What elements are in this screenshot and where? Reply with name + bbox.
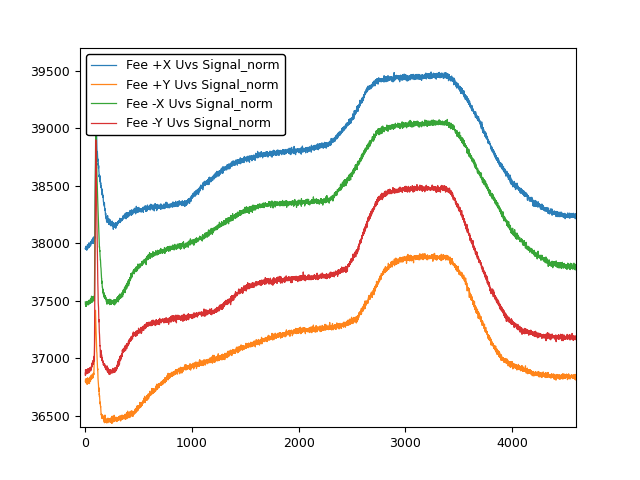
Fee -Y Uvs Signal_norm [92, 137, 100, 143]
Fee +X Uvs Signal_norm [572, 213, 579, 218]
Fee +Y Uvs Signal_norm [572, 376, 579, 382]
Line: Fee -X Uvs Signal_norm: Fee -X Uvs Signal_norm [85, 117, 576, 306]
Fee -Y Uvs Signal_norm [572, 334, 579, 339]
Fee -Y Uvs Signal_norm [207, 308, 214, 314]
Fee +X Uvs Signal_norm [120, 214, 127, 220]
Fee +Y Uvs Signal_norm [343, 319, 351, 325]
Fee +X Uvs Signal_norm [83, 247, 91, 253]
Fee +Y Uvs Signal_norm [211, 355, 218, 360]
Fee -X Uvs Signal_norm [572, 267, 580, 273]
Fee -Y Uvs Signal_norm [120, 349, 127, 355]
Fee -Y Uvs Signal_norm [343, 269, 351, 275]
Line: Fee +X Uvs Signal_norm: Fee +X Uvs Signal_norm [85, 72, 576, 250]
Fee +Y Uvs Signal_norm [206, 358, 214, 363]
Fee -X Uvs Signal_norm [343, 178, 351, 184]
Fee -Y Uvs Signal_norm [82, 372, 90, 378]
Legend: Fee +X Uvs Signal_norm, Fee +Y Uvs Signal_norm, Fee -X Uvs Signal_norm, Fee -Y U: Fee +X Uvs Signal_norm, Fee +Y Uvs Signa… [86, 54, 285, 135]
Line: Fee -Y Uvs Signal_norm: Fee -Y Uvs Signal_norm [85, 140, 576, 375]
Fee -X Uvs Signal_norm [110, 301, 118, 307]
Fee +Y Uvs Signal_norm [572, 374, 580, 380]
Fee +Y Uvs Signal_norm [120, 414, 127, 420]
Fee +Y Uvs Signal_norm [110, 417, 118, 422]
Line: Fee +Y Uvs Signal_norm: Fee +Y Uvs Signal_norm [85, 253, 576, 423]
Fee -X Uvs Signal_norm [207, 229, 214, 235]
Fee -Y Uvs Signal_norm [211, 306, 218, 312]
Fee -X Uvs Signal_norm [82, 303, 90, 309]
Fee +X Uvs Signal_norm [110, 220, 118, 226]
Fee +Y Uvs Signal_norm [431, 251, 438, 256]
Fee +X Uvs Signal_norm [206, 177, 214, 182]
Fee -X Uvs Signal_norm [120, 289, 127, 295]
Fee +X Uvs Signal_norm [81, 246, 89, 252]
Fee -X Uvs Signal_norm [81, 299, 89, 305]
Fee +Y Uvs Signal_norm [108, 420, 116, 426]
Fee -Y Uvs Signal_norm [81, 370, 89, 376]
Fee +X Uvs Signal_norm [572, 211, 580, 217]
Fee -X Uvs Signal_norm [572, 263, 579, 269]
Fee -X Uvs Signal_norm [92, 114, 100, 120]
Fee +Y Uvs Signal_norm [81, 379, 89, 384]
Fee +X Uvs Signal_norm [211, 176, 218, 181]
Fee -X Uvs Signal_norm [211, 226, 218, 232]
Fee +X Uvs Signal_norm [343, 124, 351, 130]
Fee +X Uvs Signal_norm [428, 69, 435, 75]
Fee -Y Uvs Signal_norm [110, 370, 118, 375]
Fee -Y Uvs Signal_norm [572, 334, 580, 339]
